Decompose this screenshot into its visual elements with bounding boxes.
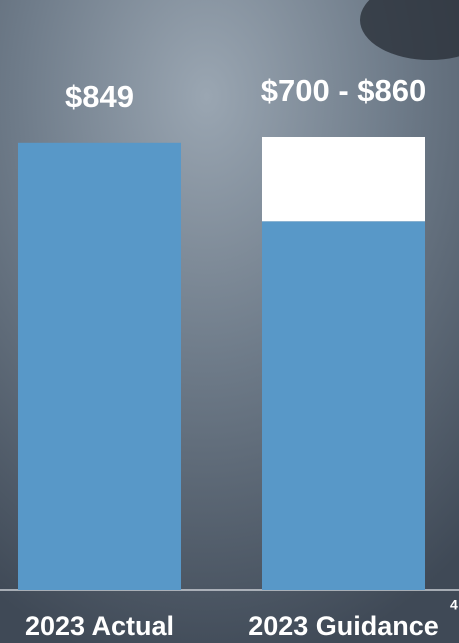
bar	[262, 137, 425, 221]
value-label: $700 - $860	[261, 73, 426, 108]
bar	[262, 221, 425, 590]
value-label: $849	[65, 79, 134, 114]
x-tick-label: 2023 Guidance	[248, 611, 439, 641]
page-number: 4	[450, 597, 458, 613]
chart: 4 $849 2023 Actual $700 - $860 2023 Guidanc…	[0, 0, 459, 643]
x-tick-label: 2023 Actual	[25, 611, 174, 641]
bar	[18, 143, 181, 590]
